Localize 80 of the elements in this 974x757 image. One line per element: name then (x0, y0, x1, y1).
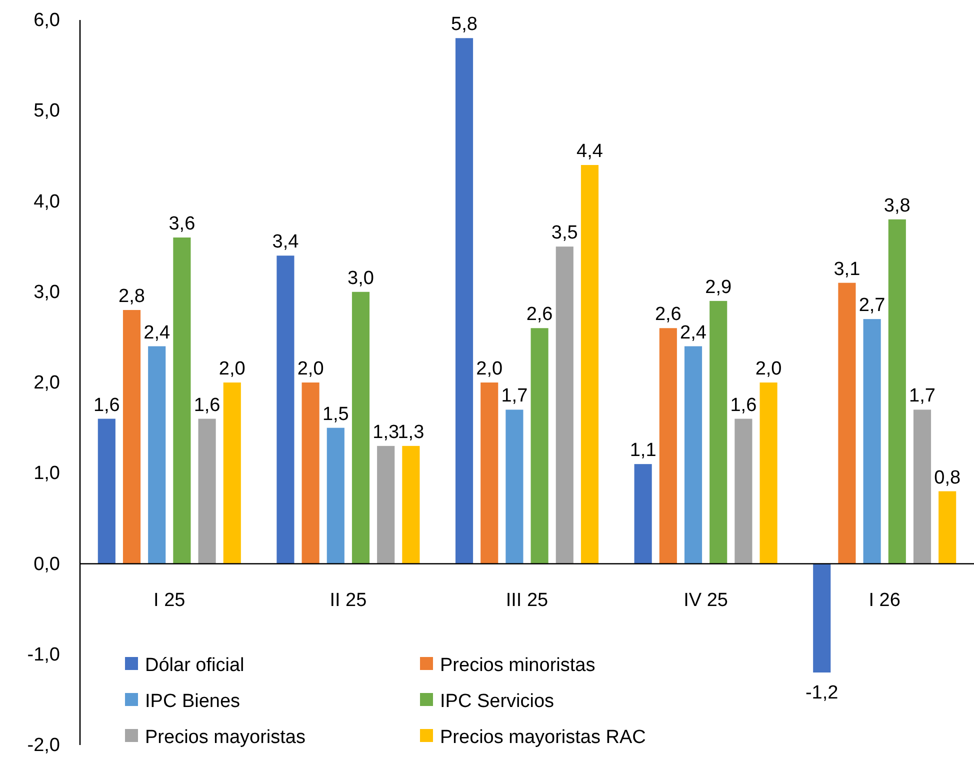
data-label: 4,4 (576, 141, 604, 162)
bar (122, 310, 141, 564)
legend-label: Precios mayoristas RAC (440, 727, 646, 748)
bar (684, 346, 702, 564)
data-label: 2,9 (705, 276, 732, 298)
bar (276, 256, 294, 564)
y-tick-label: 2,0 (34, 372, 60, 394)
bar (530, 328, 548, 564)
data-label: 1,3 (398, 422, 424, 443)
x-tick-label: III 25 (506, 590, 548, 611)
bar (326, 428, 344, 564)
bar (173, 238, 191, 564)
bar (352, 292, 370, 564)
bar (838, 282, 856, 564)
data-label: 5,8 (451, 14, 478, 36)
data-label: 2,6 (654, 304, 682, 326)
data-label: 0,8 (934, 467, 961, 488)
bar (198, 418, 216, 564)
data-label: -1,2 (805, 682, 838, 704)
y-tick-label: 4,0 (34, 191, 60, 212)
bar (734, 418, 752, 564)
data-label: 2,7 (858, 295, 886, 316)
data-label: 3,8 (884, 195, 910, 216)
bar (634, 464, 652, 564)
data-label: 3,5 (551, 222, 578, 244)
data-label: 1,1 (630, 440, 656, 462)
legend-label: IPC Bienes (145, 691, 240, 712)
x-tick-label: I 26 (868, 590, 900, 611)
x-tick-label: II 25 (330, 590, 367, 611)
x-tick-label: I 25 (154, 590, 186, 611)
legend-label: Precios mayoristas (145, 727, 306, 748)
bar (863, 319, 881, 564)
x-tick-label: IV 25 (684, 590, 728, 611)
y-tick-label: 1,0 (34, 463, 60, 484)
bar (710, 300, 728, 564)
data-label: 1,7 (501, 386, 528, 407)
bar (302, 382, 320, 564)
bar (480, 382, 498, 564)
bar (760, 382, 778, 564)
bar (455, 38, 474, 564)
bar (888, 219, 906, 564)
data-label: 3,1 (834, 258, 860, 280)
y-tick-label: 6,0 (34, 10, 60, 31)
bar (506, 410, 524, 564)
bar (148, 346, 166, 564)
bar (938, 491, 956, 564)
data-label: 1,6 (93, 394, 120, 416)
data-label: 2,6 (526, 304, 553, 326)
legend-label: Precios minoristas (440, 655, 596, 676)
legend-label: IPC Servicios (440, 691, 554, 712)
data-label: 3,4 (272, 232, 300, 253)
bar (377, 446, 395, 564)
bar (98, 418, 116, 564)
data-label: 1,5 (322, 404, 349, 425)
legend-label: Dólar oficial (145, 655, 244, 676)
bar (580, 165, 599, 564)
data-label: 3,6 (168, 214, 196, 234)
data-label: 2,0 (218, 358, 246, 380)
data-label: 1,6 (730, 394, 757, 416)
y-tick-label: 0,0 (34, 554, 60, 575)
data-label: 2,0 (755, 358, 782, 380)
data-label: 2,0 (297, 358, 324, 380)
bar (223, 382, 241, 564)
y-tick-label: 5,0 (34, 100, 60, 122)
data-label: 2,0 (476, 358, 503, 380)
y-tick-label: 3,0 (34, 282, 60, 303)
y-tick-label: -2,0 (27, 735, 60, 756)
data-label: 2,8 (118, 286, 145, 307)
y-tick-label: -1,0 (27, 644, 60, 666)
data-label: 2,4 (144, 322, 170, 344)
data-label: 1,6 (194, 394, 220, 416)
data-label: 3,0 (348, 268, 374, 289)
data-label: 1,7 (909, 386, 936, 407)
bar (556, 246, 574, 564)
bar (659, 328, 677, 564)
bar (913, 410, 932, 564)
bar (402, 446, 420, 564)
bar (813, 564, 831, 672)
data-label: 2,4 (680, 322, 707, 344)
data-label: 1,3 (372, 422, 400, 443)
